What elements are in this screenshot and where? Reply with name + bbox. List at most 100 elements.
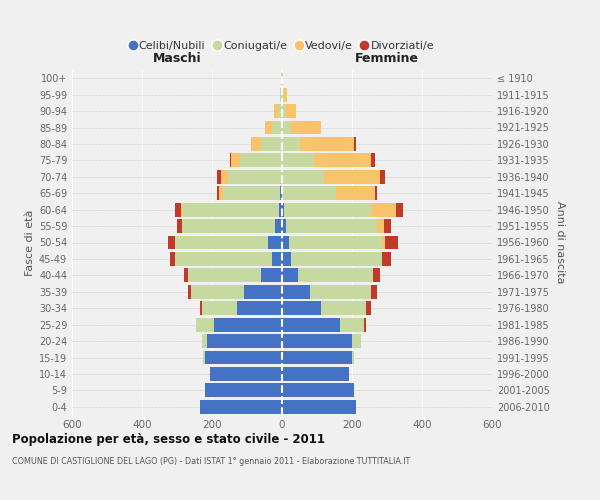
Bar <box>282 334 352 348</box>
Bar <box>377 219 383 233</box>
Bar <box>181 202 182 216</box>
Bar <box>187 268 261 282</box>
Bar <box>182 202 278 216</box>
Bar <box>214 318 282 332</box>
Bar <box>175 202 181 216</box>
Bar <box>284 88 287 102</box>
Bar <box>278 202 282 216</box>
Bar <box>282 202 284 216</box>
Bar <box>284 202 371 216</box>
Bar <box>175 252 271 266</box>
Bar <box>282 186 336 200</box>
Bar <box>271 252 282 266</box>
Text: COMUNE DI CASTIGLIONE DEL LAGO (PG) - Dati ISTAT 1° gennaio 2011 - Elaborazione : COMUNE DI CASTIGLIONE DEL LAGO (PG) - Da… <box>12 458 410 466</box>
Bar <box>354 137 355 151</box>
Bar <box>229 154 231 168</box>
Bar <box>187 285 191 299</box>
Bar <box>291 120 320 134</box>
Bar <box>299 137 354 151</box>
Bar <box>274 104 278 118</box>
Bar <box>191 285 244 299</box>
Bar <box>383 219 391 233</box>
Bar <box>200 400 282 414</box>
Bar <box>282 318 340 332</box>
Bar <box>282 236 289 250</box>
Bar <box>282 88 284 102</box>
Bar <box>217 186 219 200</box>
Bar <box>282 268 298 282</box>
Bar <box>205 384 282 398</box>
Bar <box>371 202 396 216</box>
Bar <box>352 350 354 364</box>
Bar <box>310 285 371 299</box>
Bar <box>373 268 380 282</box>
Bar <box>182 219 275 233</box>
Bar <box>280 186 282 200</box>
Bar <box>265 120 271 134</box>
Bar <box>282 350 352 364</box>
Bar <box>221 170 228 184</box>
Text: Femmine: Femmine <box>355 52 419 65</box>
Bar <box>324 170 380 184</box>
Bar <box>203 350 205 364</box>
Bar <box>371 154 375 168</box>
Bar <box>219 186 223 200</box>
Bar <box>282 252 291 266</box>
Bar <box>298 268 373 282</box>
Bar <box>217 170 221 184</box>
Text: Popolazione per età, sesso e stato civile - 2011: Popolazione per età, sesso e stato civil… <box>12 432 325 446</box>
Bar <box>236 301 282 315</box>
Bar <box>282 219 286 233</box>
Legend: Celibi/Nubili, Coniugati/e, Vedovi/e, Divorziati/e: Celibi/Nubili, Coniugati/e, Vedovi/e, Di… <box>130 40 434 50</box>
Bar <box>282 285 310 299</box>
Bar <box>282 137 299 151</box>
Y-axis label: Anni di nascita: Anni di nascita <box>555 201 565 283</box>
Bar <box>385 236 398 250</box>
Bar <box>271 120 282 134</box>
Bar <box>282 71 283 85</box>
Bar <box>205 350 282 364</box>
Bar <box>240 154 282 168</box>
Bar <box>380 170 385 184</box>
Bar <box>289 236 382 250</box>
Bar <box>251 137 261 151</box>
Bar <box>282 301 320 315</box>
Bar <box>282 400 355 414</box>
Bar <box>202 301 236 315</box>
Bar <box>320 301 366 315</box>
Bar <box>396 202 403 216</box>
Bar <box>175 236 268 250</box>
Bar <box>244 285 282 299</box>
Bar <box>286 219 377 233</box>
Bar <box>184 268 187 282</box>
Y-axis label: Fasce di età: Fasce di età <box>25 210 35 276</box>
Bar <box>282 170 324 184</box>
Bar <box>336 186 375 200</box>
Bar <box>382 252 391 266</box>
Bar <box>210 367 282 381</box>
Bar <box>291 252 382 266</box>
Bar <box>261 268 282 282</box>
Bar <box>268 236 282 250</box>
Bar <box>286 104 296 118</box>
Bar <box>282 367 349 381</box>
Bar <box>280 88 282 102</box>
Bar <box>352 334 361 348</box>
Bar <box>177 219 182 233</box>
Bar <box>261 137 282 151</box>
Bar <box>282 120 291 134</box>
Bar <box>375 186 377 200</box>
Bar <box>278 104 282 118</box>
Bar <box>281 71 282 85</box>
Bar <box>168 236 175 250</box>
Text: Maschi: Maschi <box>152 52 202 65</box>
Bar <box>228 170 282 184</box>
Bar <box>202 334 207 348</box>
Bar <box>382 236 385 250</box>
Bar <box>282 384 354 398</box>
Bar <box>314 154 371 168</box>
Bar <box>275 219 282 233</box>
Bar <box>196 318 214 332</box>
Bar <box>282 104 286 118</box>
Bar <box>200 301 202 315</box>
